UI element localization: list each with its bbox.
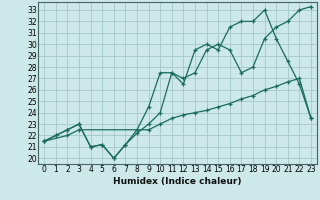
- X-axis label: Humidex (Indice chaleur): Humidex (Indice chaleur): [113, 177, 242, 186]
